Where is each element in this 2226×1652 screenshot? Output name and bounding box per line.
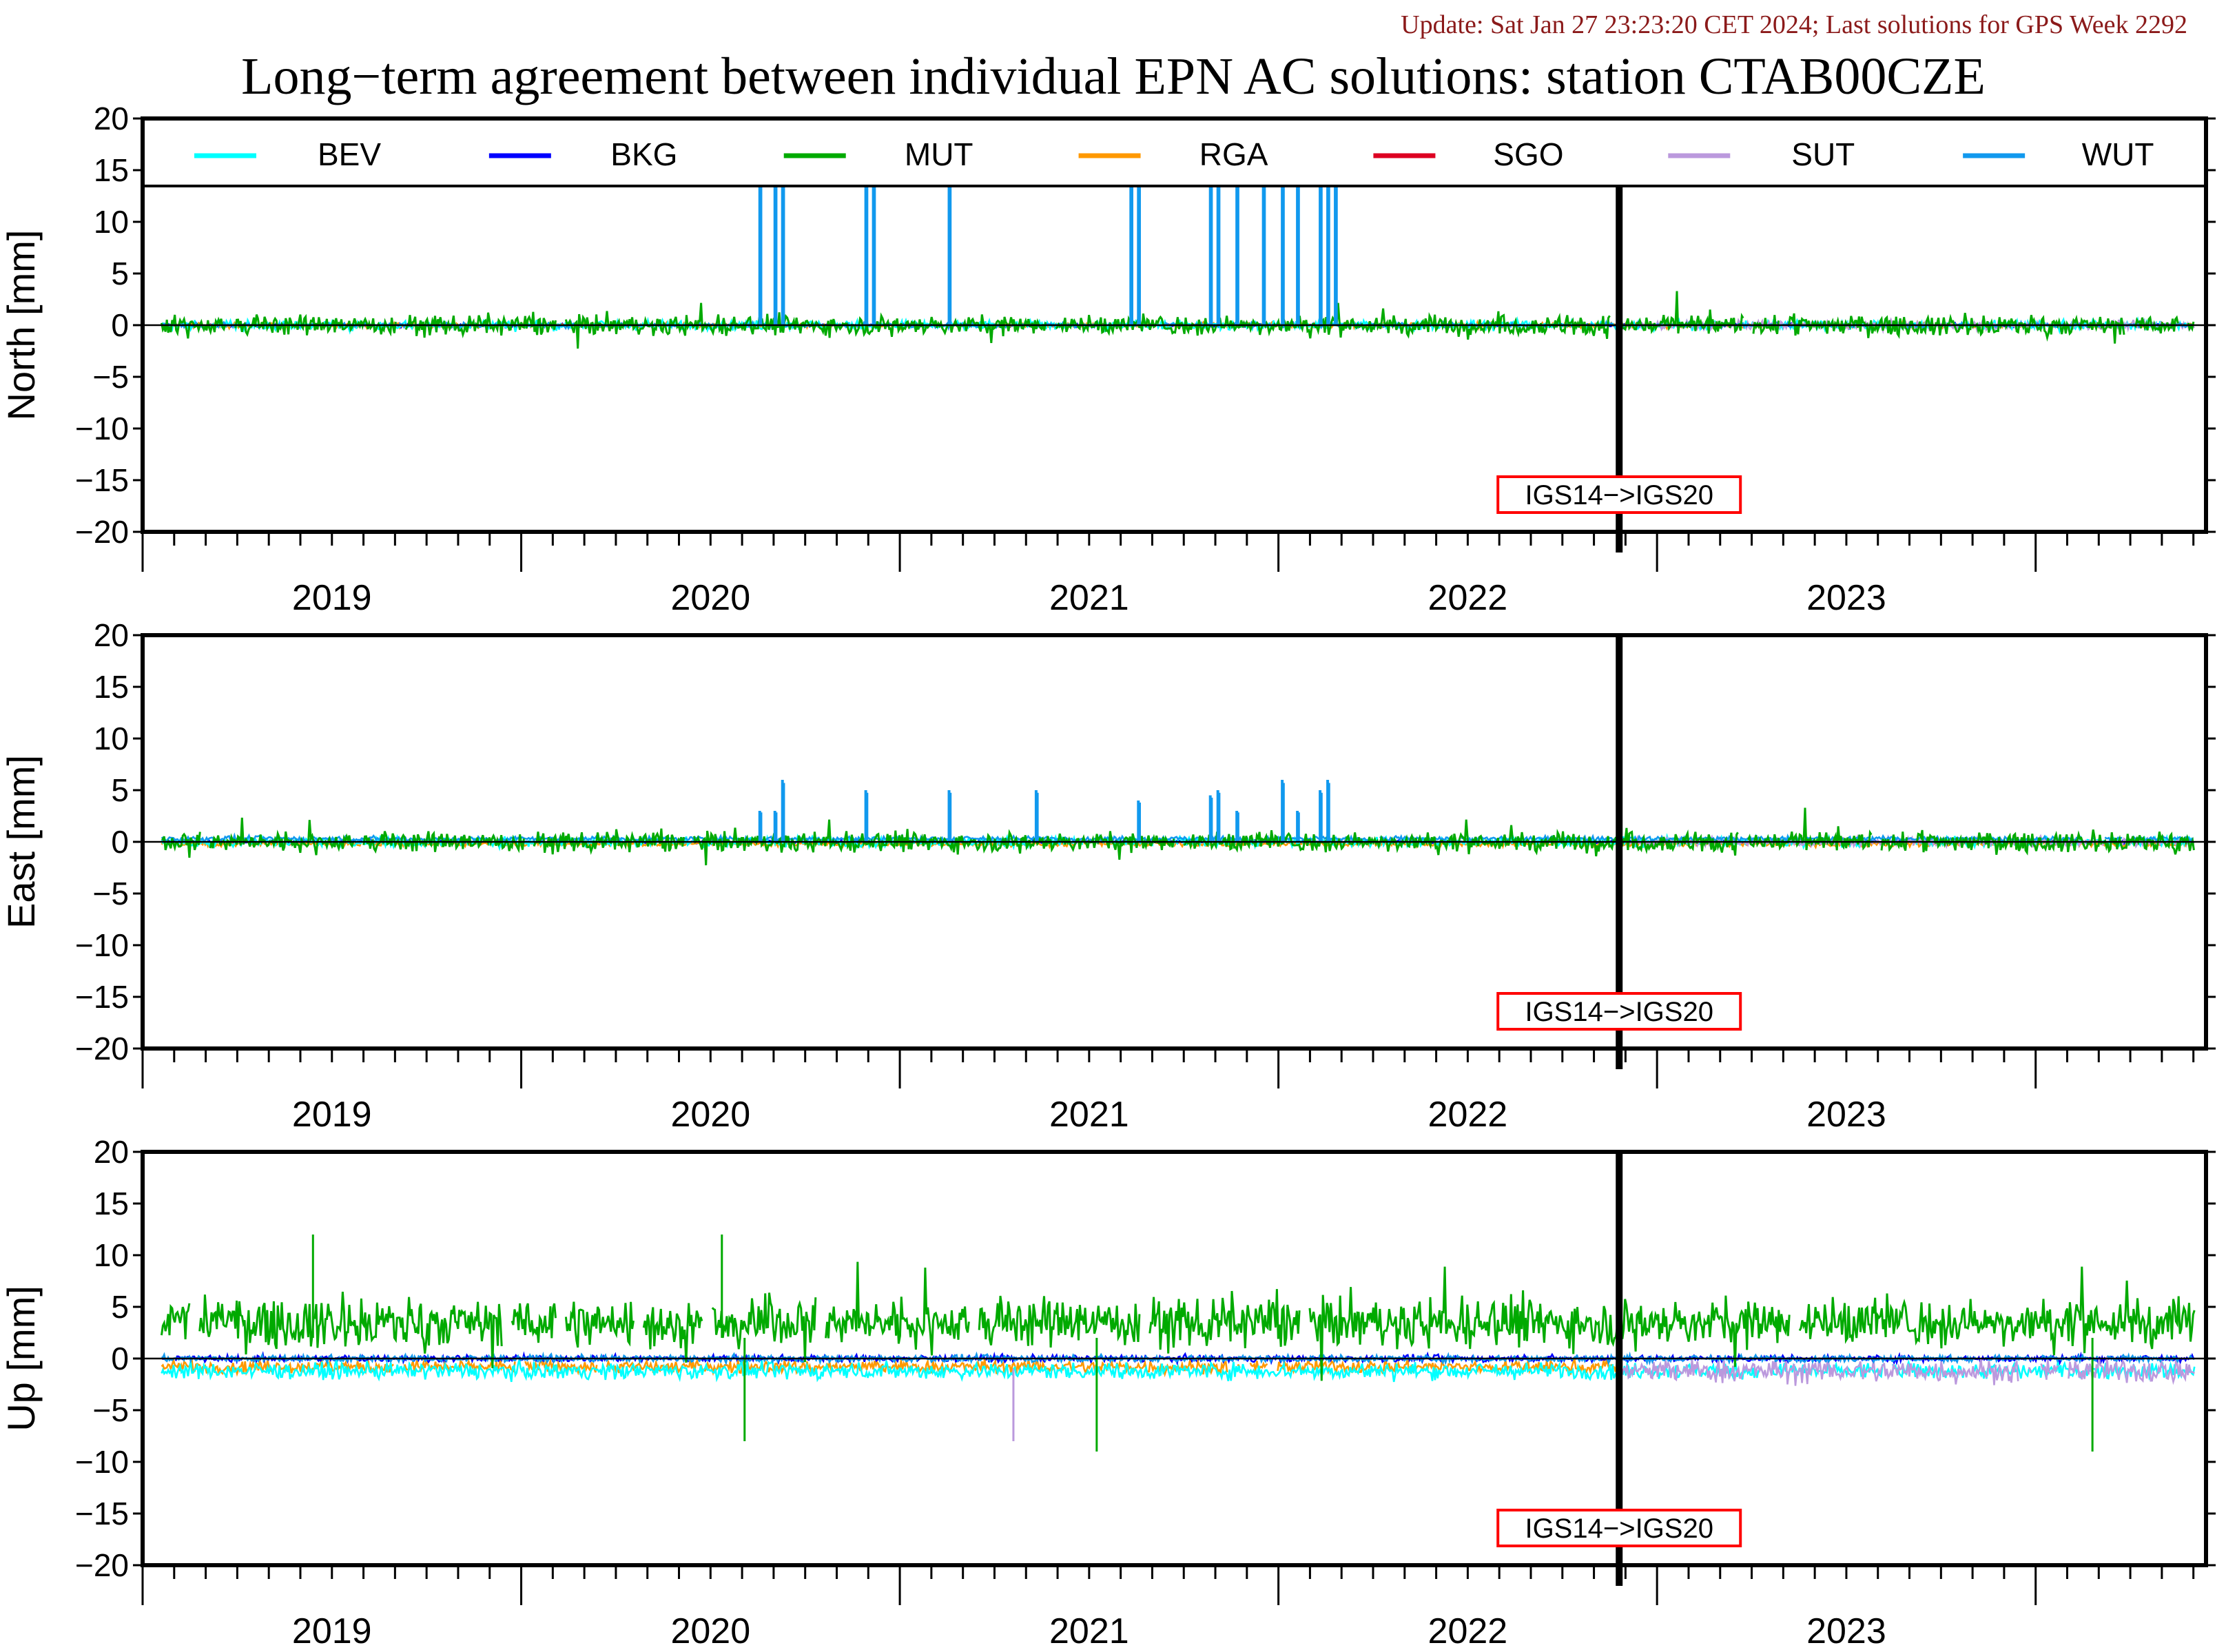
legend-label-rga: RGA xyxy=(1199,136,1268,172)
series-bev xyxy=(161,1358,2196,1383)
y-axis-label: East [mm] xyxy=(0,755,43,929)
panel-east: IGS14−>IGS20 20 15 10 5 0 −5 −10 −15 −20 East [mm]… xyxy=(0,617,2216,1135)
y-tick-label: −15 xyxy=(75,1496,129,1531)
frame-change-box xyxy=(1496,1509,1742,1547)
y-axis-label: North [mm] xyxy=(0,230,43,421)
x-tick-label: 2023 xyxy=(1806,1611,1886,1651)
x-tick-label: 2020 xyxy=(670,578,750,618)
legend-label-sgo: SGO xyxy=(1493,136,1563,172)
y-axis-label: Up [mm] xyxy=(0,1286,43,1432)
legend-background xyxy=(143,118,2206,186)
x-tick-label: 2020 xyxy=(670,1095,750,1135)
x-tick-label: 2019 xyxy=(292,1095,372,1135)
y-tick-label: 15 xyxy=(94,669,129,705)
y-tick-label: 20 xyxy=(94,101,129,136)
x-tick-label: 2019 xyxy=(292,578,372,618)
legend-label-sut: SUT xyxy=(1791,136,1855,172)
x-tick-label: 2022 xyxy=(1428,1611,1508,1651)
y-tick-label: 0 xyxy=(111,824,129,860)
series-group xyxy=(161,780,2195,866)
x-tick-label: 2023 xyxy=(1806,1095,1886,1135)
x-tick-label: 2021 xyxy=(1049,1611,1129,1651)
x-tick-label: 2021 xyxy=(1049,578,1129,618)
panel-north: BEV BKG MUT RGA SGO SUT WUT IGS14−>IGS20 20 15 10 5… xyxy=(0,101,2216,618)
x-tick-label: 2022 xyxy=(1428,578,1508,618)
frame-change-box xyxy=(1496,475,1742,514)
y-tick-label: 20 xyxy=(94,1134,129,1170)
frame-change-label: IGS14−>IGS20 xyxy=(1525,480,1713,510)
x-tick-label: 2023 xyxy=(1806,578,1886,618)
y-tick-label: 15 xyxy=(94,152,129,188)
page-title: Long−term agreement between individual E… xyxy=(241,48,1986,105)
panels: BEV BKG MUT RGA SGO SUT WUT IGS14−>IGS20 20 15 10 5… xyxy=(0,101,2216,1651)
frame-change-box xyxy=(1496,992,1742,1031)
y-tick-label: 10 xyxy=(94,721,129,756)
y-tick-label: −20 xyxy=(75,514,129,550)
x-tick-label: 2020 xyxy=(670,1611,750,1651)
x-tick-label: 2022 xyxy=(1428,1095,1508,1135)
y-tick-label: 5 xyxy=(111,256,129,291)
panel-up: IGS14−>IGS20 20 15 10 5 0 −5 −10 −15 −20 Up [mm] 20… xyxy=(0,1134,2216,1651)
y-tick-label: 5 xyxy=(111,1289,129,1325)
series-mut xyxy=(161,291,2195,349)
legend-label-mut: MUT xyxy=(905,136,973,172)
legend-label-wut: WUT xyxy=(2082,136,2154,172)
y-tick-label: −10 xyxy=(75,927,129,963)
series-group xyxy=(161,1235,2196,1452)
y-tick-label: −15 xyxy=(75,979,129,1015)
y-tick-label: 0 xyxy=(111,307,129,343)
y-tick-label: −5 xyxy=(93,876,129,911)
y-tick-label: −5 xyxy=(93,359,129,395)
legend-label-bkg: BKG xyxy=(610,136,677,172)
legend-label-bev: BEV xyxy=(318,136,381,172)
y-tick-label: −20 xyxy=(75,1031,129,1066)
y-tick-label: 10 xyxy=(94,204,129,240)
y-tick-label: 10 xyxy=(94,1237,129,1273)
y-tick-label: 15 xyxy=(94,1186,129,1221)
y-tick-label: −15 xyxy=(75,462,129,498)
y-tick-label: −20 xyxy=(75,1547,129,1583)
frame-change-label: IGS14−>IGS20 xyxy=(1525,997,1713,1027)
y-tick-label: −5 xyxy=(93,1392,129,1428)
y-tick-label: −10 xyxy=(75,411,129,446)
x-tick-label: 2019 xyxy=(292,1611,372,1651)
series-mut xyxy=(161,1261,2196,1381)
update-text: Update: Sat Jan 27 23:23:20 CET 2024; La… xyxy=(1401,10,2187,39)
y-tick-label: −10 xyxy=(75,1444,129,1480)
series-sut xyxy=(1618,1356,2196,1386)
y-tick-label: 5 xyxy=(111,772,129,808)
y-tick-label: 20 xyxy=(94,617,129,653)
frame-change-label: IGS14−>IGS20 xyxy=(1525,1514,1713,1544)
y-tick-label: 0 xyxy=(111,1341,129,1376)
x-tick-label: 2021 xyxy=(1049,1095,1129,1135)
